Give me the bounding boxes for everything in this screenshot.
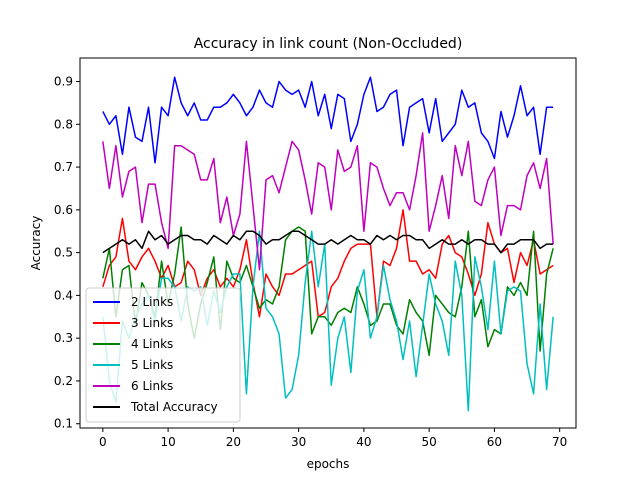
y-tick-label: 0.6 [54, 203, 73, 217]
plot-area-frame [79, 57, 577, 429]
y-tick-label: 0.5 [54, 246, 73, 260]
x-axis-label: epochs [307, 457, 350, 471]
x-tick-label: 70 [552, 435, 567, 449]
legend-label: Total Accuracy [130, 400, 218, 414]
y-tick-label: 0.7 [54, 160, 73, 174]
chart-title: Accuracy in link count (Non-Occluded) [194, 36, 463, 52]
legend-label: 4 Links [131, 337, 173, 351]
y-tick-label: 0.1 [54, 417, 73, 431]
x-tick-label: 0 [99, 435, 107, 449]
axes-layer: 0 10 20 30 40 50 60 70 0.1 0.2 0.3 0.4 0.5 0.6 0.7 0.8 0… [54, 75, 567, 449]
x-tick-label: 30 [291, 435, 306, 449]
y-tick-label: 0.3 [54, 331, 73, 345]
y-tick-label: 0.4 [54, 288, 73, 302]
legend-label: 5 Links [131, 358, 173, 372]
x-tick-label: 40 [356, 435, 371, 449]
x-tick-label: 10 [160, 435, 175, 449]
legend: 2 Links 3 Links 4 Links 5 Links 6 Links Total… [85, 287, 241, 423]
y-tick-label: 0.9 [54, 75, 73, 89]
legend-box [85, 287, 241, 423]
x-tick-label: 20 [226, 435, 241, 449]
legend-label: 2 Links [131, 295, 173, 309]
y-axis-label: Accuracy [29, 216, 43, 271]
y-tick-label: 0.8 [54, 117, 73, 131]
x-tick-label: 60 [487, 435, 502, 449]
legend-label: 3 Links [131, 316, 173, 330]
series-line-1 [102, 76, 554, 164]
series-line-6 [102, 230, 554, 254]
series-line-5 [102, 132, 554, 271]
y-tick-label: 0.2 [54, 374, 73, 388]
legend-label: 6 Links [131, 379, 173, 393]
x-tick-label: 50 [422, 435, 437, 449]
